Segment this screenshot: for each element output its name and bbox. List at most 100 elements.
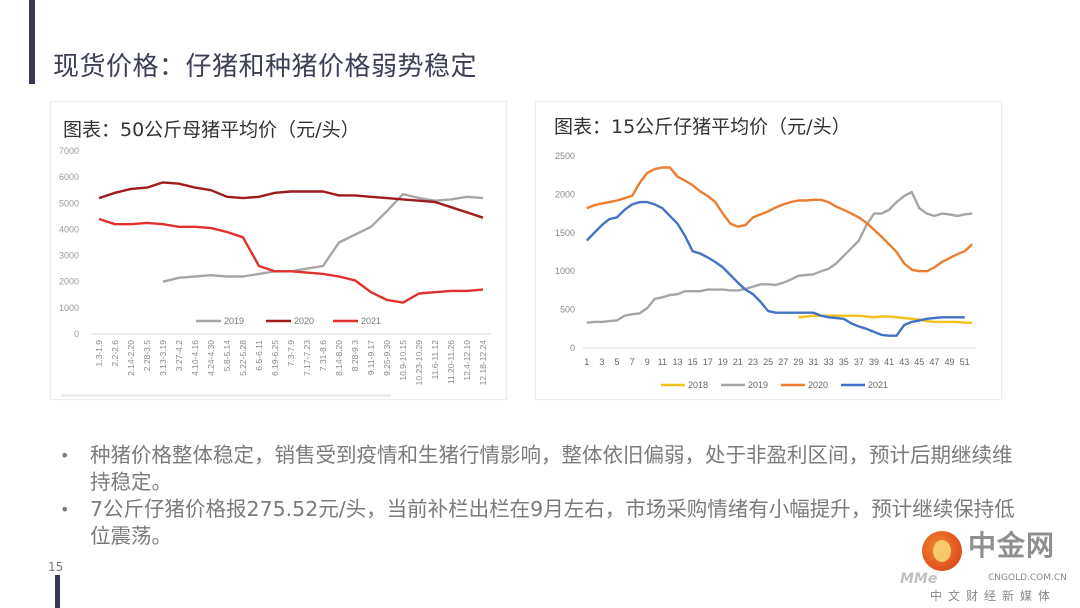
x-tick-label: 9.25-9.30 bbox=[382, 340, 392, 376]
sow-price-chart-svg: 0 1000 2000 3000 4000 5000 6000 7000 1.3-1.9 2.2-… bbox=[59, 146, 491, 397]
series-line-2021 bbox=[585, 200, 965, 337]
legend-label: 2019 bbox=[224, 316, 244, 326]
x-tick-label: 35 bbox=[839, 357, 849, 367]
x-tick-label: 11 bbox=[658, 357, 667, 367]
x-tick-label: 12.4-12.10 bbox=[462, 340, 472, 381]
y-tick-label: 4000 bbox=[59, 224, 79, 234]
x-tick-label: 2.28-3.5 bbox=[142, 340, 152, 371]
chart-title: 图表：15公斤仔猪平均价（元/头） bbox=[554, 116, 851, 138]
x-tick-label: 7.3-7.9 bbox=[286, 340, 296, 367]
x-tick-label: 8.14-8.20 bbox=[334, 340, 344, 376]
x-tick-label: 5 bbox=[615, 357, 620, 367]
x-tick-label: 8.28-9.3 bbox=[350, 340, 360, 371]
piglet-price-chart: 图表：15公斤仔猪平均价（元/头） 0 500 1000 1500 2000 2500 1 3… bbox=[535, 101, 1002, 400]
y-tick-label: 1000 bbox=[555, 266, 575, 276]
x-tick-label: 19 bbox=[718, 357, 728, 367]
x-tick-label: 43 bbox=[899, 357, 909, 367]
x-tick-label: 10.9-10.15 bbox=[398, 340, 408, 381]
y-tick-label: 5000 bbox=[59, 198, 79, 208]
bullet-dot-icon: • bbox=[60, 446, 70, 465]
slide-title: 现货价格：仔猪和种猪价格弱势稳定 bbox=[53, 52, 478, 82]
legend-label: 2021 bbox=[361, 316, 381, 326]
x-tick-label: 51 bbox=[960, 357, 970, 367]
x-tick-label: 29 bbox=[793, 357, 803, 367]
logo-name: 中金网 bbox=[968, 529, 1056, 562]
x-tick-label: 5.8-5.14 bbox=[222, 340, 232, 371]
legend-label: 2018 bbox=[688, 380, 708, 390]
x-tick-label: 25 bbox=[763, 357, 773, 367]
y-tick-label: 0 bbox=[570, 343, 575, 353]
x-tick-label: 10.23-10.29 bbox=[414, 340, 424, 386]
x-tick-label: 47 bbox=[929, 357, 939, 367]
x-tick-label: 21 bbox=[733, 357, 743, 367]
y-tick-label: 3000 bbox=[59, 251, 79, 261]
x-tick-label: 6.5-6.11 bbox=[254, 340, 264, 371]
x-tick-label: 3.27-4.2 bbox=[174, 340, 184, 371]
legend-label: 2020 bbox=[808, 380, 828, 390]
y-tick-label: 2000 bbox=[59, 277, 79, 287]
series-line-2019 bbox=[162, 192, 484, 283]
legend-label: 2019 bbox=[748, 380, 768, 390]
x-tick-label: 45 bbox=[914, 357, 924, 367]
x-tick-label: 9.11-9.17 bbox=[366, 340, 376, 376]
bullet-text: 种猪价格整体稳定，销售受到疫情和生猪行情影响，整体依旧偏弱，处于非盈利区间，预计… bbox=[90, 443, 1013, 494]
x-tick-label: 11.6-11.12 bbox=[430, 340, 440, 380]
sow-price-chart: 图表：50公斤母猪平均价（元/头） 0 1000 2000 3000 4000 5000 6… bbox=[50, 101, 507, 400]
x-tick-label: 4.10-4.16 bbox=[190, 340, 200, 376]
series-line-2019 bbox=[586, 190, 973, 324]
x-tick-label: 3 bbox=[599, 357, 604, 367]
x-tick-label: 39 bbox=[869, 357, 879, 367]
bullet-dot-icon: • bbox=[60, 500, 70, 519]
x-tick-label: 7.17-7.23 bbox=[302, 340, 312, 376]
bullet-list: • 种猪价格整体稳定，销售受到疫情和生猪行情影响，整体依旧偏弱，处于非盈利区间，… bbox=[60, 442, 1030, 550]
y-tick-label: 2500 bbox=[555, 151, 575, 161]
y-tick-label: 6000 bbox=[59, 172, 79, 182]
x-tick-label: 9 bbox=[645, 357, 650, 367]
bullet-item: • 种猪价格整体稳定，销售受到疫情和生猪行情影响，整体依旧偏弱，处于非盈利区间，… bbox=[60, 442, 1030, 496]
series-line-2020 bbox=[586, 166, 974, 273]
y-tick-label: 7000 bbox=[59, 146, 79, 156]
bullet-item: • 7公斤仔猪价格报275.52元/头，当前补栏出栏在9月左右，市场采购情绪有小… bbox=[60, 496, 1030, 550]
y-tick-label: 1500 bbox=[555, 228, 575, 238]
x-tick-label: 3.13-3.19 bbox=[158, 340, 168, 376]
x-tick-label: 5.22-5.28 bbox=[238, 340, 248, 376]
y-tick-label: 1000 bbox=[59, 303, 79, 313]
x-tick-label: 7 bbox=[630, 357, 635, 367]
cngold-logo: 中金网 MMe CNGOLD.COM.CN 中文财经新媒体 bbox=[900, 527, 1078, 607]
legend-label: 2021 bbox=[868, 380, 888, 390]
y-tick-label: 500 bbox=[560, 305, 575, 315]
x-tick-label: 27 bbox=[778, 357, 788, 367]
x-tick-label: 1.3-1.9 bbox=[94, 340, 104, 367]
x-tick-label: 12.18-12.24 bbox=[478, 340, 488, 386]
x-tick-label: 33 bbox=[824, 357, 834, 367]
x-tick-label: 13 bbox=[672, 357, 682, 367]
legend-label: 2020 bbox=[294, 316, 314, 326]
accent-bar bbox=[55, 575, 60, 608]
page-number: 15 bbox=[48, 560, 64, 574]
watermark-text: MMe bbox=[900, 571, 938, 587]
x-tick-label: 2.2-2.6 bbox=[110, 340, 120, 367]
source-note-blur bbox=[61, 394, 391, 397]
series-line-2018 bbox=[798, 314, 973, 324]
x-tick-label: 49 bbox=[945, 357, 955, 367]
series-line-2020 bbox=[98, 181, 484, 219]
x-tick-label: 23 bbox=[748, 357, 758, 367]
y-tick-label: 0 bbox=[74, 329, 79, 339]
x-tick-label: 2.14-2.20 bbox=[126, 340, 136, 376]
x-tick-label: 31 bbox=[809, 357, 819, 367]
x-tick-label: 15 bbox=[688, 357, 698, 367]
y-tick-label: 2000 bbox=[555, 189, 575, 199]
x-tick-label: 37 bbox=[854, 357, 864, 367]
x-tick-label: 7.31-8.6 bbox=[318, 340, 328, 371]
accent-bar bbox=[29, 0, 35, 84]
x-tick-label: 11.20-11.26 bbox=[446, 340, 456, 384]
logo-emblem-icon bbox=[922, 531, 962, 571]
chart-title: 图表：50公斤母猪平均价（元/头） bbox=[63, 119, 360, 141]
bullet-text: 7公斤仔猪价格报275.52元/头，当前补栏出栏在9月左右，市场采购情绪有小幅提… bbox=[90, 497, 1015, 548]
logo-url: CNGOLD.COM.CN bbox=[988, 573, 1067, 583]
x-tick-label: 1 bbox=[584, 357, 589, 367]
x-tick-label: 6.19-6.25 bbox=[270, 340, 280, 376]
logo-tagline: 中文财经新媒体 bbox=[930, 589, 1057, 603]
x-tick-label: 4.24-4.30 bbox=[206, 340, 216, 376]
